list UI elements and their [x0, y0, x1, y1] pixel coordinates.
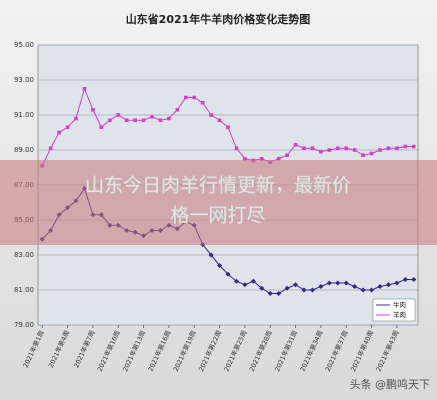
point-marker: [242, 282, 248, 288]
point-marker: [276, 156, 281, 161]
point-marker: [310, 146, 315, 151]
point-marker: [352, 283, 358, 290]
point-marker: [74, 116, 78, 121]
y-tick-label: 79.00: [14, 321, 34, 329]
point-marker: [116, 113, 121, 117]
point-marker: [377, 283, 383, 290]
point-marker: [403, 144, 408, 149]
point-marker: [243, 156, 247, 161]
legend-label: 羊肉: [393, 310, 406, 319]
point-marker: [192, 95, 197, 100]
point-marker: [107, 118, 112, 123]
point-marker: [124, 118, 129, 123]
point-marker: [175, 107, 180, 112]
point-marker: [99, 125, 104, 130]
banner-text: 格一网打尽: [170, 204, 266, 227]
y-tick-label: 93.00: [14, 76, 34, 84]
point-marker: [361, 153, 365, 158]
point-marker: [267, 290, 273, 297]
point-marker: [402, 276, 408, 283]
point-marker: [57, 130, 61, 135]
point-marker: [327, 148, 332, 152]
point-marker: [394, 280, 400, 286]
point-marker: [293, 282, 299, 288]
point-marker: [158, 118, 163, 123]
point-marker: [91, 107, 95, 112]
point-marker: [411, 276, 417, 283]
point-marker: [141, 118, 146, 123]
point-marker: [293, 142, 298, 147]
watermark: 头条 @鹏鸣天下: [350, 377, 431, 391]
point-marker: [284, 285, 290, 291]
y-tick-label: 95.00: [14, 41, 34, 49]
point-marker: [319, 149, 323, 154]
point-marker: [386, 146, 391, 151]
y-tick-label: 89.00: [14, 146, 34, 154]
point-marker: [302, 146, 306, 151]
point-marker: [360, 287, 366, 293]
point-marker: [82, 86, 87, 91]
point-marker: [395, 146, 399, 151]
y-tick-label: 83.00: [14, 251, 34, 259]
point-marker: [226, 125, 230, 130]
point-marker: [369, 151, 374, 156]
point-marker: [285, 153, 289, 158]
point-marker: [233, 278, 239, 284]
point-marker: [209, 113, 213, 117]
point-marker: [301, 287, 307, 293]
point-marker: [309, 287, 315, 293]
point-marker: [318, 283, 324, 290]
point-marker: [48, 146, 53, 151]
point-marker: [217, 118, 222, 123]
point-marker: [250, 278, 256, 284]
y-tick-label: 81.00: [14, 286, 34, 294]
banner: [0, 160, 437, 245]
point-marker: [344, 146, 349, 151]
point-marker: [343, 280, 349, 286]
point-marker: [385, 282, 391, 288]
point-marker: [167, 116, 171, 121]
point-marker: [234, 146, 239, 151]
chart-title: 山东省2021年牛羊肉价格变化走势图: [126, 12, 311, 26]
point-marker: [259, 285, 265, 291]
legend-label: 牛肉: [393, 300, 406, 309]
point-marker: [369, 287, 375, 293]
point-marker: [217, 262, 223, 269]
point-marker: [335, 146, 340, 151]
point-marker: [335, 280, 341, 286]
point-marker: [326, 280, 332, 286]
point-marker: [259, 156, 264, 161]
point-marker: [352, 148, 357, 152]
point-marker: [378, 148, 382, 152]
point-marker: [133, 118, 137, 123]
point-marker: [65, 125, 70, 130]
point-marker: [225, 271, 231, 277]
point-marker: [183, 95, 188, 100]
banner-text: 山东今日肉羊行情更新，最新价: [85, 174, 352, 197]
point-marker: [150, 114, 154, 119]
point-marker: [411, 144, 416, 149]
point-marker: [200, 100, 205, 105]
point-marker: [276, 290, 282, 297]
y-tick-label: 91.00: [14, 111, 34, 119]
